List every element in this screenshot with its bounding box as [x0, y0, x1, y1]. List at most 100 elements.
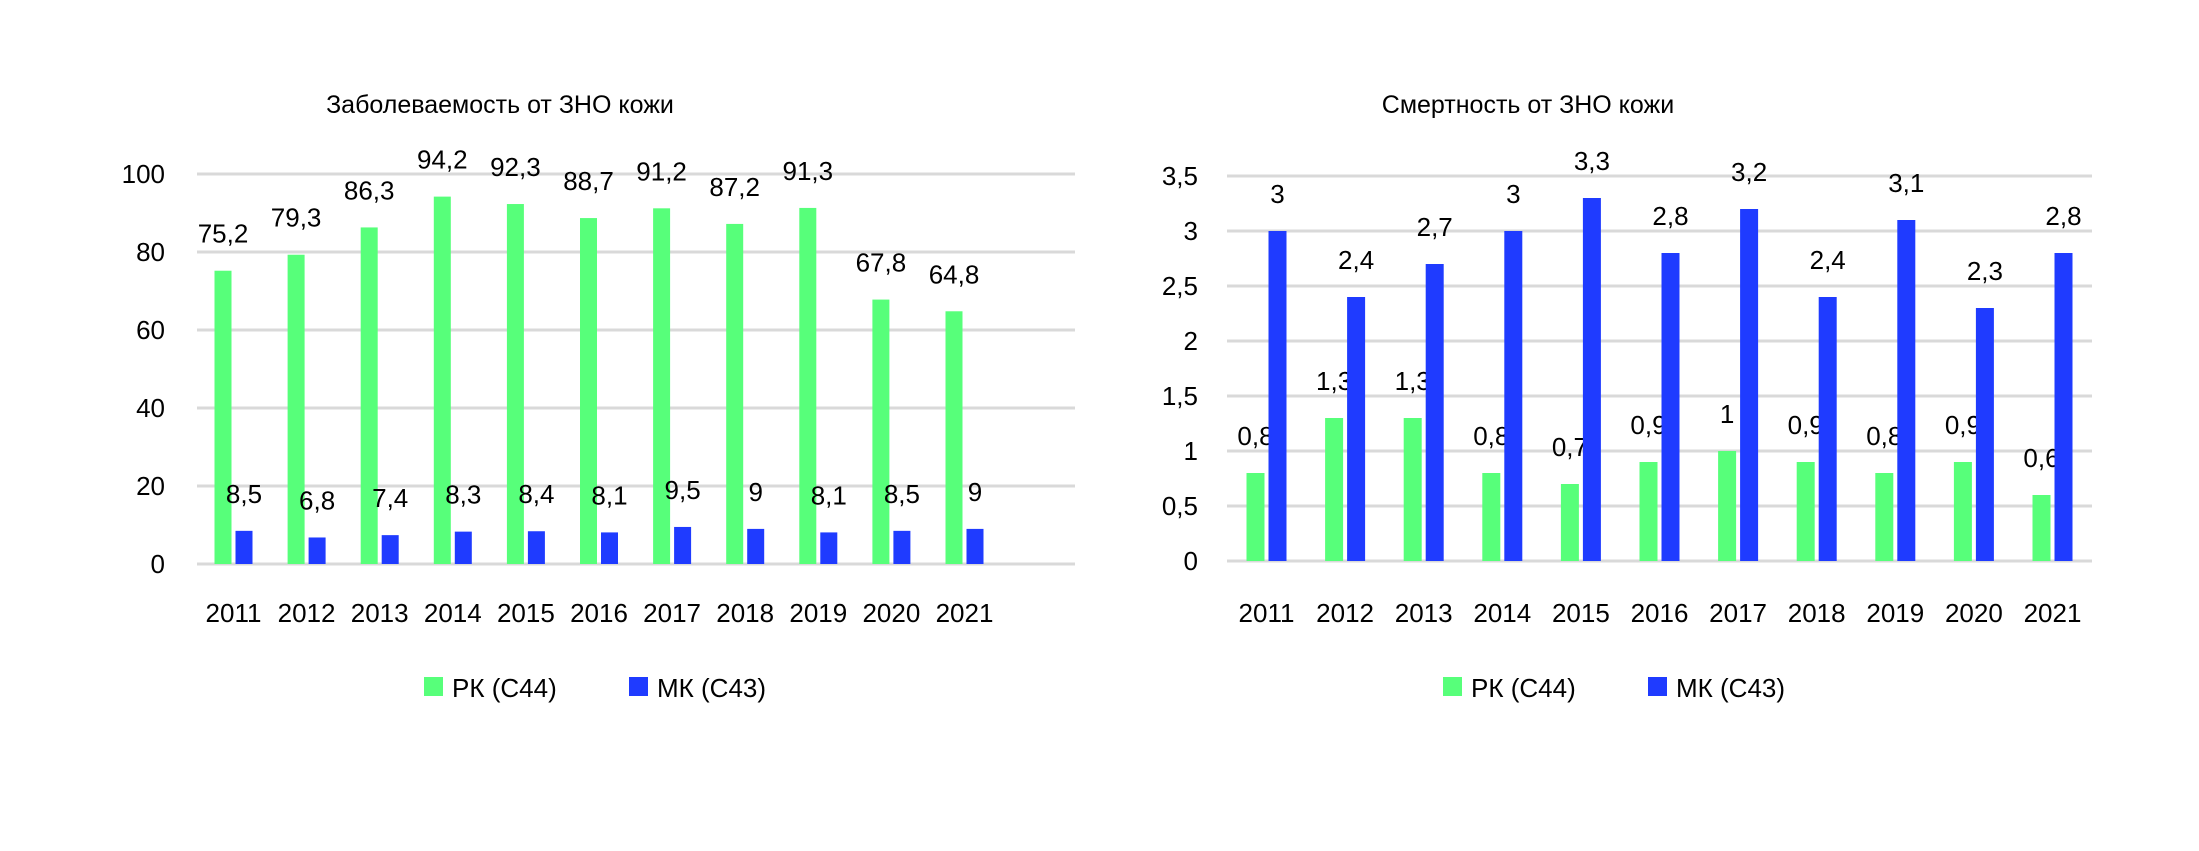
data-label: 2,7 — [1417, 212, 1453, 242]
bar-rk — [726, 223, 744, 565]
x-tick-label: 2016 — [1631, 598, 1689, 628]
bar-mk — [527, 531, 545, 564]
y-tick-label: 2 — [1184, 326, 1198, 356]
x-tick-label: 2018 — [716, 598, 774, 628]
bar-rk — [1953, 462, 1972, 561]
data-label: 64,8 — [929, 259, 980, 289]
legend-label: МК (С43) — [1676, 673, 1785, 703]
data-label: 75,2 — [198, 219, 249, 249]
data-label: 8,5 — [226, 479, 262, 509]
bar-mk — [381, 535, 399, 564]
incidence-chart: Заболеваемость от ЗНО кожи 0 20 40 60 80 100 7… — [122, 91, 1075, 703]
data-label: 2,8 — [1652, 201, 1688, 231]
y-tick-label: 100 — [122, 159, 165, 189]
data-label: 8,1 — [591, 480, 627, 510]
x-tick-label: 2021 — [936, 598, 994, 628]
data-label: 2,8 — [2045, 201, 2081, 231]
x-tick-label: 2017 — [643, 598, 701, 628]
y-tick-label: 1 — [1184, 436, 1198, 466]
x-tick-label: 2011 — [1239, 598, 1295, 628]
bar-mk — [1582, 198, 1601, 561]
y-tick-label: 80 — [136, 237, 165, 267]
data-label: 79,3 — [271, 203, 322, 233]
data-label: 91,2 — [636, 156, 687, 186]
bar-rk — [945, 311, 963, 564]
bar-mk — [235, 530, 253, 564]
data-label: 7,4 — [372, 483, 408, 513]
x-tick-label: 2019 — [789, 598, 847, 628]
data-label: 88,7 — [563, 166, 614, 196]
y-tick-label: 60 — [136, 315, 165, 345]
y-tick-label: 3 — [1184, 216, 1198, 246]
data-label: 2,4 — [1338, 245, 1374, 275]
bar-mk — [820, 532, 838, 564]
bar-rk — [653, 208, 671, 564]
data-label: 2,4 — [1810, 245, 1846, 275]
x-tick-label: 2014 — [424, 598, 482, 628]
x-tick-label: 2013 — [1395, 598, 1453, 628]
legend-swatch-mk — [629, 677, 648, 696]
bar-rk — [433, 196, 451, 564]
y-tick-label: 0 — [1184, 546, 1198, 576]
bar-rk — [1718, 451, 1737, 561]
chart-title: Заболеваемость от ЗНО кожи — [326, 91, 674, 119]
data-label: 8,5 — [884, 479, 920, 509]
bar-rk — [799, 207, 817, 564]
data-label: 0,8 — [1473, 421, 1509, 451]
y-tick-label: 0,5 — [1162, 491, 1198, 521]
bar-mk — [674, 526, 692, 564]
data-label: 1,3 — [1395, 366, 1431, 396]
legend-label: РК (С44) — [1471, 673, 1576, 703]
data-label: 0,9 — [1945, 410, 1981, 440]
data-label: 6,8 — [299, 485, 335, 515]
x-tick-label: 2021 — [2024, 598, 2082, 628]
data-label: 3 — [1506, 179, 1520, 209]
bar-mk — [454, 531, 472, 564]
bar-mk — [1268, 231, 1287, 561]
data-label: 8,1 — [811, 480, 847, 510]
data-label: 8,3 — [445, 480, 481, 510]
bar-mk — [1818, 297, 1837, 561]
bar-mk — [747, 528, 765, 564]
data-label: 94,2 — [417, 145, 468, 175]
data-label: 0,9 — [1788, 410, 1824, 440]
x-tick-label: 2012 — [1316, 598, 1374, 628]
bar-mk — [308, 537, 326, 564]
x-tick-label: 2018 — [1788, 598, 1846, 628]
data-label: 3 — [1270, 179, 1284, 209]
data-label: 8,4 — [518, 479, 554, 509]
data-label: 0,8 — [1237, 421, 1273, 451]
data-label: 3,2 — [1731, 157, 1767, 187]
data-label: 0,9 — [1630, 410, 1666, 440]
x-tick-label: 2015 — [497, 598, 555, 628]
data-label: 1 — [1720, 399, 1734, 429]
x-tick-label: 2015 — [1552, 598, 1610, 628]
bar-mk — [1975, 308, 1994, 561]
mortality-chart: Смертность от ЗНО кожи 0 0,5 1 1,5 2 2,5 3 3,5 0… — [1162, 91, 2092, 703]
bar-mk — [966, 528, 984, 564]
data-label: 0,6 — [2023, 443, 2059, 473]
data-label: 1,3 — [1316, 366, 1352, 396]
bar-mk — [1347, 297, 1366, 561]
data-label: 87,2 — [709, 172, 760, 202]
y-tick-label: 0 — [151, 549, 165, 579]
data-label: 3,3 — [1574, 146, 1610, 176]
x-tick-label: 2020 — [1945, 598, 2003, 628]
data-label: 9,5 — [665, 475, 701, 505]
bar-mk — [1661, 253, 1680, 561]
y-tick-label: 2,5 — [1162, 271, 1198, 301]
data-label: 91,3 — [782, 156, 833, 186]
bar-rk — [1482, 473, 1501, 561]
bar-rk — [1796, 462, 1815, 561]
data-label: 3,1 — [1888, 168, 1924, 198]
x-tick-label: 2011 — [206, 598, 262, 628]
data-label: 9 — [748, 477, 762, 507]
bar-rk — [580, 218, 597, 564]
x-tick-label: 2017 — [1709, 598, 1767, 628]
bar-rk — [872, 299, 890, 564]
data-label: 0,7 — [1552, 432, 1588, 462]
bar-rk — [1639, 462, 1658, 561]
x-tick-label: 2014 — [1473, 598, 1531, 628]
bar-mk — [601, 532, 618, 564]
